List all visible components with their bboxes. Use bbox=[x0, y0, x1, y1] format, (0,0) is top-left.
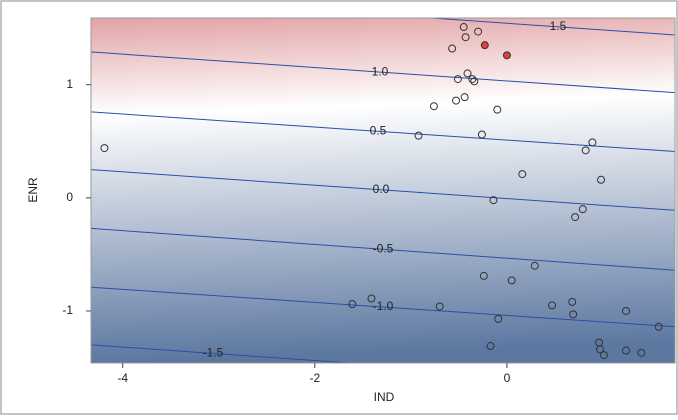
data-point bbox=[493, 105, 502, 114]
data-point bbox=[480, 41, 489, 50]
data-point bbox=[477, 130, 486, 139]
data-point bbox=[435, 302, 444, 311]
data-point bbox=[470, 77, 479, 86]
x-tick-label: -2 bbox=[309, 371, 320, 385]
data-point bbox=[654, 322, 663, 331]
data-point bbox=[479, 271, 488, 280]
contour-label: -1.5 bbox=[203, 346, 224, 360]
data-point bbox=[461, 33, 470, 42]
contour-label: -0.5 bbox=[373, 241, 394, 255]
data-point bbox=[622, 346, 631, 355]
x-axis-label: IND bbox=[374, 390, 395, 404]
contour-line bbox=[91, 111, 675, 152]
data-point bbox=[507, 276, 516, 285]
contour-line bbox=[91, 51, 675, 94]
data-point bbox=[459, 23, 468, 32]
data-point bbox=[569, 310, 578, 319]
data-point bbox=[637, 348, 646, 357]
data-point bbox=[599, 351, 608, 360]
data-point bbox=[486, 342, 495, 351]
data-point bbox=[568, 297, 577, 306]
data-point bbox=[578, 205, 587, 214]
data-point bbox=[494, 314, 503, 323]
data-point bbox=[502, 51, 511, 60]
data-point bbox=[367, 294, 376, 303]
plot-area: 1.5 1.0 0.5 0.0 -0.5 -1.0 -1.5 bbox=[91, 18, 675, 363]
x-tick-label: -4 bbox=[117, 371, 128, 385]
data-point bbox=[448, 44, 457, 53]
contour-label: 0.5 bbox=[370, 124, 387, 138]
data-point bbox=[571, 213, 580, 222]
data-point bbox=[588, 138, 597, 147]
y-tick-label: 1 bbox=[66, 77, 73, 91]
data-point bbox=[530, 261, 539, 270]
data-point bbox=[453, 75, 462, 84]
data-point bbox=[460, 93, 469, 102]
contour-line bbox=[91, 344, 358, 363]
data-point bbox=[474, 27, 483, 36]
data-point bbox=[468, 75, 477, 84]
plot-border bbox=[90, 17, 676, 364]
data-point bbox=[489, 196, 498, 205]
data-point bbox=[414, 131, 423, 140]
data-point bbox=[518, 170, 527, 179]
y-axis-label: ENR bbox=[26, 177, 40, 203]
y-tick-label: 0 bbox=[66, 190, 73, 204]
contour-label: 1.0 bbox=[372, 64, 389, 78]
data-point bbox=[100, 144, 109, 153]
data-point bbox=[463, 69, 472, 78]
contour-line bbox=[91, 169, 675, 211]
plot-background bbox=[91, 18, 675, 363]
data-point bbox=[597, 175, 606, 184]
contour-label: -1.0 bbox=[373, 299, 394, 313]
data-point bbox=[581, 146, 590, 155]
data-point bbox=[348, 300, 357, 309]
contour-label: 0.0 bbox=[373, 182, 390, 196]
contour-line bbox=[91, 227, 675, 271]
data-point bbox=[596, 345, 605, 354]
data-point bbox=[622, 306, 631, 315]
contour-line bbox=[91, 286, 675, 328]
y-tick-label: -1 bbox=[62, 303, 73, 317]
x-tick-label: 0 bbox=[504, 371, 511, 385]
contour-line bbox=[424, 18, 675, 36]
data-point bbox=[429, 102, 438, 111]
data-point bbox=[548, 301, 557, 310]
data-point bbox=[452, 96, 460, 105]
contour-label: 1.5 bbox=[550, 19, 567, 33]
